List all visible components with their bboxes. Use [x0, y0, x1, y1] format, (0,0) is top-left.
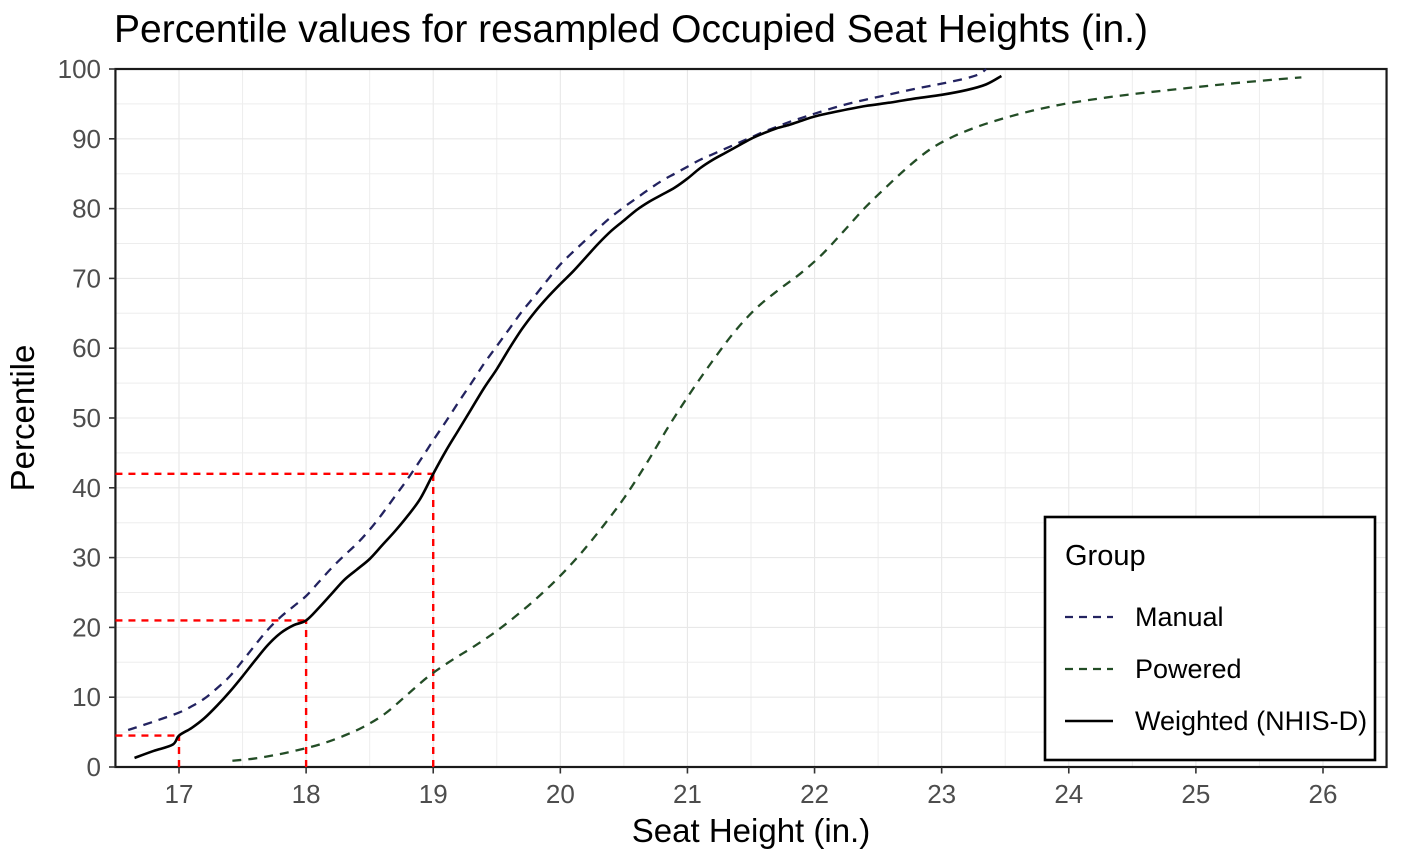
- svg-text:Group: Group: [1065, 540, 1146, 572]
- svg-text:18: 18: [292, 779, 321, 809]
- svg-text:80: 80: [72, 194, 101, 224]
- svg-text:Percentile: Percentile: [4, 345, 41, 492]
- svg-text:25: 25: [1181, 779, 1210, 809]
- svg-text:23: 23: [927, 779, 956, 809]
- svg-text:Weighted (NHIS-D): Weighted (NHIS-D): [1135, 706, 1367, 736]
- svg-text:Manual: Manual: [1135, 602, 1224, 632]
- svg-text:Powered: Powered: [1135, 654, 1242, 684]
- svg-text:70: 70: [72, 263, 101, 293]
- svg-text:30: 30: [72, 543, 101, 573]
- svg-text:19: 19: [419, 779, 448, 809]
- svg-text:0: 0: [87, 752, 101, 782]
- svg-text:100: 100: [58, 54, 101, 84]
- svg-text:17: 17: [165, 779, 194, 809]
- svg-text:26: 26: [1309, 779, 1338, 809]
- svg-text:Percentile values for resample: Percentile values for resampled Occupied…: [114, 8, 1148, 51]
- svg-text:20: 20: [72, 612, 101, 642]
- svg-text:20: 20: [546, 779, 575, 809]
- svg-text:21: 21: [673, 779, 702, 809]
- svg-text:90: 90: [72, 124, 101, 154]
- svg-text:10: 10: [72, 682, 101, 712]
- svg-text:50: 50: [72, 403, 101, 433]
- svg-text:Seat Height (in.): Seat Height (in.): [632, 812, 870, 849]
- svg-text:60: 60: [72, 333, 101, 363]
- svg-text:40: 40: [72, 473, 101, 503]
- svg-text:24: 24: [1054, 779, 1083, 809]
- svg-text:22: 22: [800, 779, 829, 809]
